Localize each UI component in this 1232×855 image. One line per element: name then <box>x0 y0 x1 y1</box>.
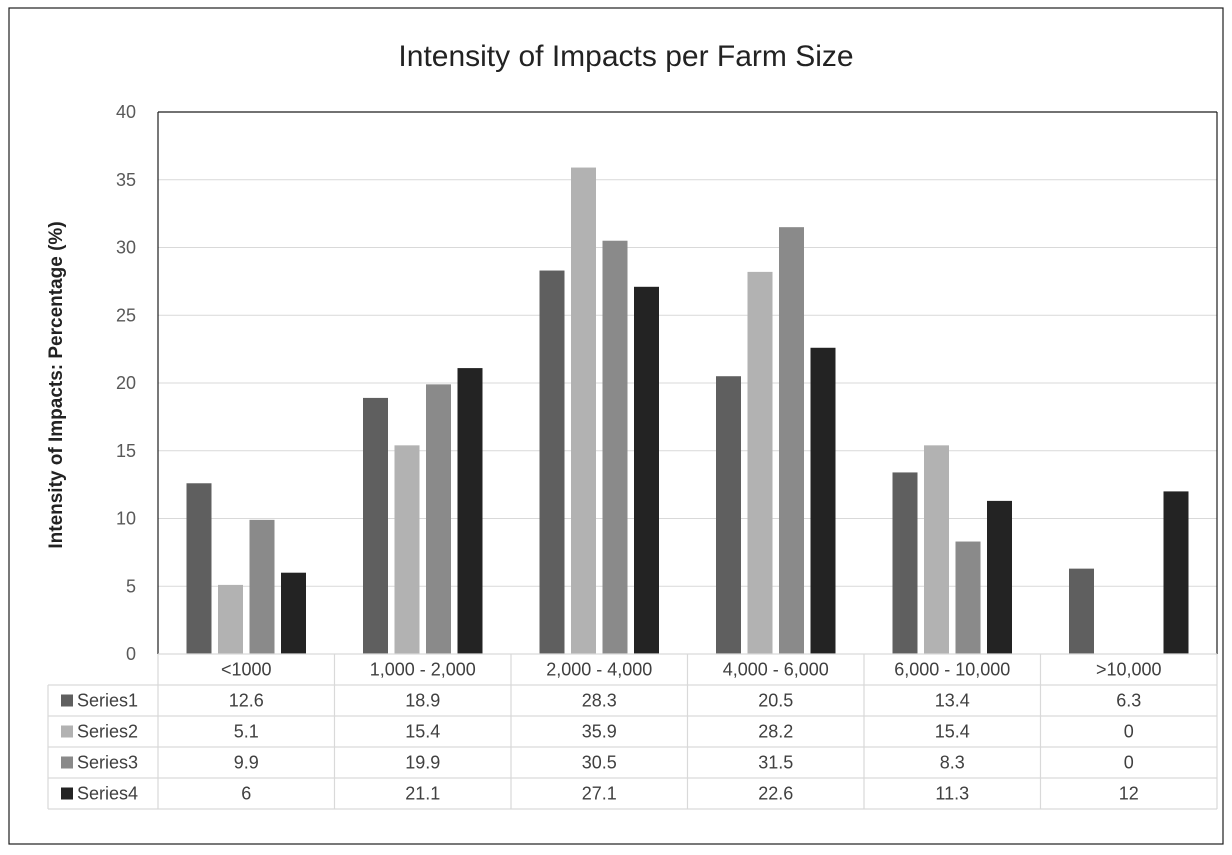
y-tick-label: 15 <box>116 441 136 461</box>
bar-series4-5 <box>1163 491 1189 654</box>
y-tick-label: 40 <box>116 102 136 122</box>
table-value: 28.2 <box>758 722 793 742</box>
bar-series3-0 <box>249 519 275 654</box>
bar-series4-1 <box>457 368 483 654</box>
bar-series1-5 <box>1069 568 1094 654</box>
x-category-label: 1,000 - 2,000 <box>370 660 476 680</box>
legend-key-series4 <box>61 787 73 800</box>
bar-series2-3 <box>747 271 773 654</box>
table-value: 30.5 <box>582 753 617 773</box>
bar-series1-4 <box>892 472 918 654</box>
legend-key-series1 <box>61 694 73 707</box>
table-value: 12.6 <box>229 691 264 711</box>
table-value: 31.5 <box>758 753 793 773</box>
table-value: 0 <box>1124 722 1134 742</box>
y-axis-ticks: 0 5 10 15 20 25 30 35 40 <box>116 102 136 664</box>
table-value: 12 <box>1119 784 1139 804</box>
table-value: 8.3 <box>940 753 965 773</box>
bar-series1-2 <box>539 270 565 654</box>
y-tick-label: 0 <box>126 644 136 664</box>
table-value: 18.9 <box>405 691 440 711</box>
table-value: 22.6 <box>758 784 793 804</box>
y-tick-label: 10 <box>116 509 136 529</box>
table-value: 13.4 <box>935 691 970 711</box>
y-tick-label: 20 <box>116 373 136 393</box>
legend-key-series2 <box>61 725 73 738</box>
bar-series1-1 <box>363 397 388 654</box>
x-category-label: <1000 <box>221 660 272 680</box>
legend-label-series4: Series4 <box>77 784 138 804</box>
y-tick-label: 35 <box>116 170 136 190</box>
bar-series1-3 <box>716 376 741 654</box>
bar-series3-1 <box>426 384 451 654</box>
bar-series3-3 <box>779 227 804 655</box>
table-value: 11.3 <box>935 784 969 804</box>
data-table: <1000 1,000 - 2,000 2,000 - 4,000 4,000 - 6… <box>47 653 1218 810</box>
chart-title: Intensity of Impacts per Farm Size <box>398 40 853 73</box>
legend-label-series3: Series3 <box>77 753 138 773</box>
y-tick-label: 5 <box>126 576 136 596</box>
bar-series2-4 <box>924 445 949 654</box>
x-category-label: 6,000 - 10,000 <box>894 660 1010 680</box>
y-tick-label: 30 <box>116 238 136 258</box>
table-value: 19.9 <box>405 753 440 773</box>
bar-series3-2 <box>602 240 628 654</box>
table-value: 6 <box>241 784 251 804</box>
bars <box>186 167 1189 655</box>
table-value: 20.5 <box>758 691 793 711</box>
y-tick-label: 25 <box>116 305 136 325</box>
x-category-label: >10,000 <box>1096 660 1162 680</box>
table-value: 15.4 <box>405 722 440 742</box>
table-value: 0 <box>1124 753 1134 773</box>
x-category-label: 4,000 - 6,000 <box>723 660 829 680</box>
bar-series2-1 <box>394 445 420 654</box>
legend-key-series3 <box>61 756 73 769</box>
table-value: 6.3 <box>1116 691 1141 711</box>
bar-series4-4 <box>987 500 1012 654</box>
bar-series1-0 <box>186 483 212 654</box>
y-axis-label: Intensity of Impacts: Percentage (%) <box>46 221 67 548</box>
table-value: 27.1 <box>582 784 617 804</box>
legend-label-series1: Series1 <box>77 691 138 711</box>
table-value: 15.4 <box>935 722 970 742</box>
legend-label-series2: Series2 <box>77 722 138 742</box>
bar-series3-4 <box>955 541 981 654</box>
gridlines <box>157 111 1218 654</box>
table-value: 28.3 <box>582 691 617 711</box>
bar-series4-0 <box>281 572 306 654</box>
table-value: 35.9 <box>582 722 617 742</box>
x-category-label: 2,000 - 4,000 <box>546 660 652 680</box>
bar-series2-0 <box>218 584 243 654</box>
bar-series4-2 <box>634 286 659 654</box>
table-value: 5.1 <box>234 722 259 742</box>
table-value: 21.1 <box>405 784 440 804</box>
bar-series4-3 <box>810 347 836 654</box>
table-value: 9.9 <box>234 753 259 773</box>
bar-series2-2 <box>571 167 596 654</box>
